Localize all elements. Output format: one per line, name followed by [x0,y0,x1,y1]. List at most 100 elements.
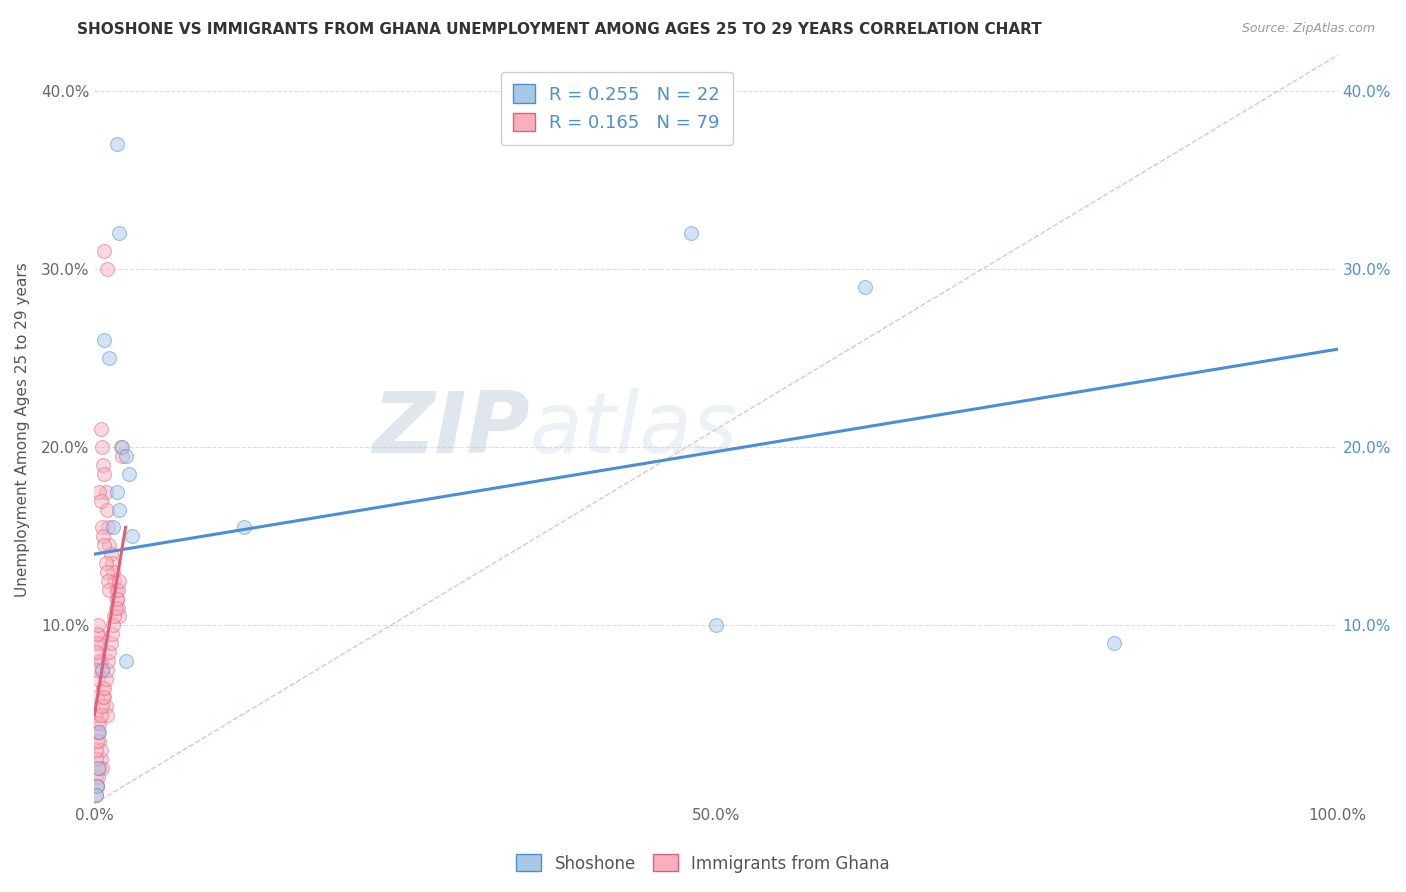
Point [97,654,120,668]
Point [86,690,108,704]
Point [84,707,107,722]
Point [101,520,124,534]
Point [98,645,121,659]
Point [90,752,112,766]
Point [86,779,108,793]
Point [105,484,128,499]
Text: ZIP: ZIP [373,388,530,471]
Point [89,654,111,668]
Point [89,636,111,650]
Point [98,538,121,552]
Point [84,645,107,659]
Point [84,770,107,784]
Point [101,627,124,641]
Point [84,743,107,757]
Point [87,627,110,641]
Point [87,672,110,686]
Y-axis label: Unemployment Among Ages 25 to 29 years: Unemployment Among Ages 25 to 29 years [15,262,30,597]
Point [91,690,114,704]
Point [90,698,112,713]
Point [96,707,118,722]
Point [93,333,115,347]
Point [91,458,114,472]
Point [90,440,112,454]
Point [86,779,108,793]
Point [89,761,111,775]
Point [114,654,136,668]
Point [111,449,134,463]
Point [91,681,114,695]
Point [84,788,107,802]
Point [93,681,115,695]
Point [86,734,108,748]
Point [101,618,124,632]
Point [1102,636,1125,650]
Point [90,761,112,775]
Point [93,538,115,552]
Point [118,467,141,481]
Point [94,672,117,686]
Point [704,618,727,632]
Point [108,502,131,516]
Point [87,725,110,739]
Text: SHOSHONE VS IMMIGRANTS FROM GHANA UNEMPLOYMENT AMONG AGES 25 TO 29 YEARS CORRELA: SHOSHONE VS IMMIGRANTS FROM GHANA UNEMPL… [77,22,1042,37]
Point [89,716,111,731]
Point [96,502,118,516]
Point [93,690,115,704]
Point [90,663,112,677]
Point [86,627,108,641]
Point [86,716,108,731]
Legend: Shoshone, Immigrants from Ghana: Shoshone, Immigrants from Ghana [510,847,896,880]
Point [105,591,128,606]
Point [97,574,120,588]
Point [84,788,107,802]
Point [90,707,112,722]
Point [96,565,118,579]
Point [104,582,127,597]
Point [89,734,111,748]
Point [105,591,128,606]
Point [111,440,134,454]
Point [87,725,110,739]
Point [101,565,124,579]
Point [110,440,132,454]
Point [121,529,143,543]
Point [107,600,129,615]
Point [90,663,112,677]
Point [96,262,118,277]
Point [93,467,115,481]
Point [93,244,115,259]
Point [98,351,121,365]
Point [98,582,121,597]
Point [90,422,112,436]
Point [87,618,110,632]
Point [87,761,110,775]
Point [108,609,131,624]
Point [90,743,112,757]
Point [104,600,127,615]
Point [114,449,136,463]
Point [90,654,112,668]
Point [94,556,117,570]
Point [103,574,125,588]
Legend: R = 0.255   N = 22, R = 0.165   N = 79: R = 0.255 N = 22, R = 0.165 N = 79 [501,71,733,145]
Point [108,227,131,241]
Point [681,227,703,241]
Point [100,636,122,650]
Point [108,574,131,588]
Point [87,770,110,784]
Point [90,493,112,508]
Point [91,529,114,543]
Point [105,137,128,152]
Point [94,484,117,499]
Point [90,520,112,534]
Point [94,698,117,713]
Point [97,520,120,534]
Point [107,582,129,597]
Point [84,752,107,766]
Point [103,609,125,624]
Point [100,547,122,561]
Point [86,779,108,793]
Point [853,280,876,294]
Point [96,663,118,677]
